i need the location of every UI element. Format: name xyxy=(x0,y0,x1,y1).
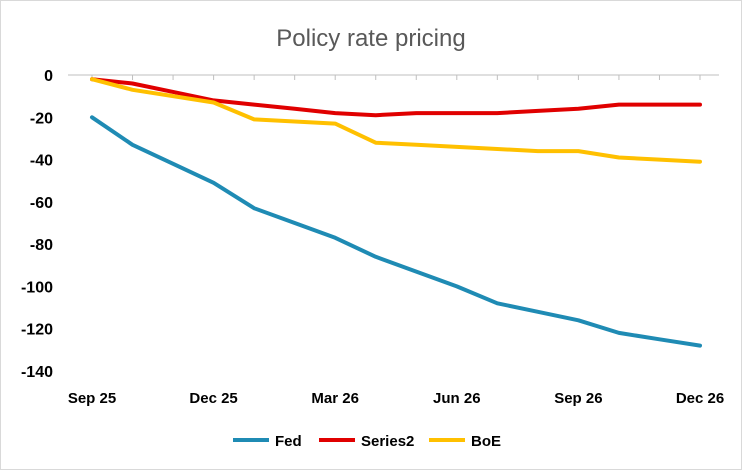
x-tick-label: Sep 25 xyxy=(68,390,116,407)
legend-item-boe: BoE xyxy=(429,433,501,450)
legend-label: Series2 xyxy=(361,433,414,450)
series-lines xyxy=(90,77,702,348)
series-line-series2 xyxy=(90,77,702,118)
x-tick-label: Dec 25 xyxy=(189,390,237,407)
y-tick-label: 0 xyxy=(44,68,53,85)
y-axis: 0 -20 -40 -60 -80 -100 -120 -140 xyxy=(21,68,53,381)
legend-label: BoE xyxy=(471,433,501,450)
x-tick-label: Dec 26 xyxy=(676,390,724,407)
y-tick-label: -100 xyxy=(21,279,53,296)
legend-item-fed: Fed xyxy=(233,433,302,450)
series-line-boe xyxy=(90,77,702,164)
x-tick-label: Mar 26 xyxy=(311,390,359,407)
legend: Fed Series2 BoE xyxy=(233,433,501,450)
legend-label: Fed xyxy=(275,433,302,450)
legend-item-series2: Series2 xyxy=(319,433,414,450)
y-tick-label: -80 xyxy=(30,237,53,254)
y-tick-label: -40 xyxy=(30,153,53,170)
chart-title: Policy rate pricing xyxy=(276,25,465,52)
y-tick-label: -20 xyxy=(30,110,53,127)
y-tick-label: -140 xyxy=(21,364,53,381)
y-tick-label: -60 xyxy=(30,195,53,212)
series-line-fed xyxy=(90,115,702,348)
y-tick-label: -120 xyxy=(21,322,53,339)
x-tick-label: Jun 26 xyxy=(433,390,481,407)
x-axis: Sep 25 Dec 25 Mar 26 Jun 26 Sep 26 Dec 26 xyxy=(68,74,724,407)
x-tick-label: Sep 26 xyxy=(554,390,602,407)
